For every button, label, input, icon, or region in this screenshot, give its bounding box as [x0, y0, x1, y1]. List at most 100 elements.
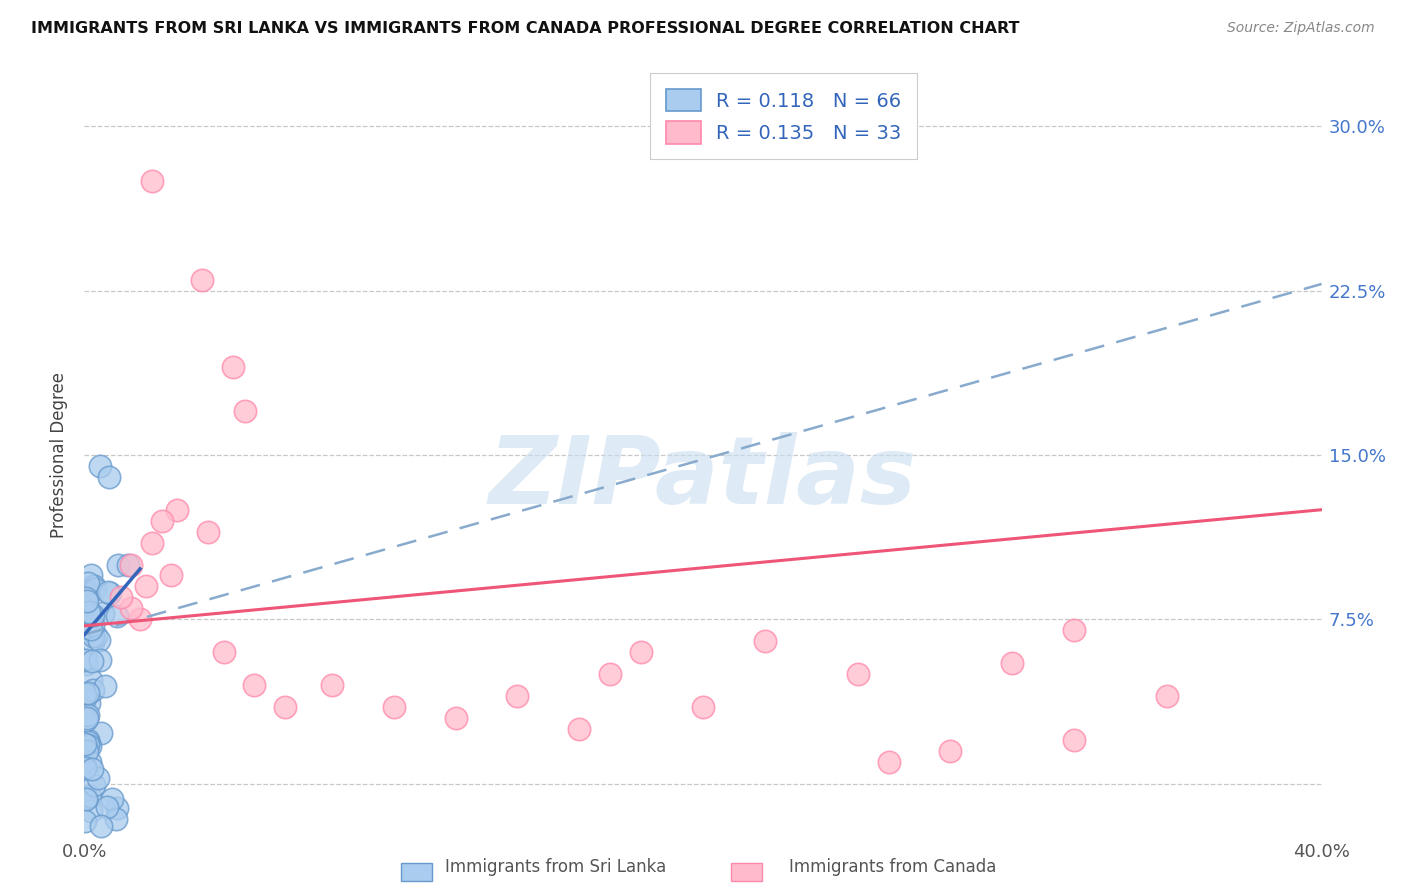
Point — [82, 608, 104, 623]
Point — [110, 591, 132, 605]
Point — [76, 583, 98, 598]
Point — [877, 755, 900, 769]
Point — [77, 686, 100, 700]
Text: Source: ZipAtlas.com: Source: ZipAtlas.com — [1227, 21, 1375, 36]
Point — [568, 722, 591, 736]
Point — [80, 673, 103, 687]
Point — [77, 708, 100, 723]
Point — [76, 711, 98, 725]
Point — [197, 524, 219, 539]
Point — [91, 606, 114, 620]
Y-axis label: Professional Degree: Professional Degree — [51, 372, 69, 538]
Point — [100, 586, 122, 600]
Point — [84, 629, 107, 643]
Point — [79, 789, 101, 803]
Point — [77, 696, 100, 710]
FancyBboxPatch shape — [731, 863, 762, 881]
Point — [76, 733, 98, 747]
Point — [98, 470, 121, 484]
Point — [76, 738, 98, 752]
Point — [150, 514, 173, 528]
Point — [76, 594, 98, 608]
Point — [104, 812, 127, 826]
Point — [382, 700, 405, 714]
Point — [321, 678, 343, 692]
Point — [212, 645, 235, 659]
Point — [141, 174, 163, 188]
Point — [75, 737, 97, 751]
Point — [76, 576, 98, 591]
Point — [80, 654, 103, 668]
Point — [135, 579, 157, 593]
Point — [1001, 656, 1024, 670]
Point — [75, 657, 97, 671]
Point — [75, 713, 97, 727]
Point — [599, 667, 621, 681]
Point — [141, 535, 163, 549]
Point — [105, 801, 128, 815]
Text: Immigrants from Canada: Immigrants from Canada — [747, 858, 997, 876]
Point — [233, 404, 256, 418]
Point — [79, 755, 101, 769]
Point — [444, 711, 467, 725]
Point — [73, 690, 96, 705]
Text: Immigrants from Sri Lanka: Immigrants from Sri Lanka — [402, 858, 666, 876]
Point — [79, 568, 101, 582]
Point — [1156, 689, 1178, 703]
Point — [75, 593, 97, 607]
Point — [73, 617, 96, 632]
Point — [846, 667, 869, 681]
Point — [120, 601, 142, 615]
Point — [73, 760, 96, 774]
Point — [222, 360, 245, 375]
Point — [75, 591, 97, 606]
Point — [939, 744, 962, 758]
Point — [101, 792, 124, 806]
Point — [76, 790, 98, 805]
Point — [117, 558, 139, 572]
Point — [129, 612, 152, 626]
Point — [692, 700, 714, 714]
Point — [82, 629, 104, 643]
Point — [76, 744, 98, 758]
Point — [83, 778, 105, 792]
Point — [82, 617, 104, 632]
Point — [87, 772, 110, 786]
Point — [105, 609, 128, 624]
Point — [80, 762, 103, 776]
Point — [75, 653, 97, 667]
Point — [80, 622, 103, 636]
Point — [75, 708, 97, 723]
Point — [87, 632, 110, 647]
Point — [75, 791, 97, 805]
Point — [191, 272, 214, 286]
Legend: R = 0.118   N = 66, R = 0.135   N = 33: R = 0.118 N = 66, R = 0.135 N = 33 — [650, 73, 917, 159]
Point — [75, 620, 97, 634]
Text: ZIPatlas: ZIPatlas — [489, 432, 917, 524]
Point — [96, 800, 118, 814]
Point — [160, 568, 183, 582]
Point — [83, 579, 105, 593]
Point — [94, 679, 117, 693]
Point — [166, 502, 188, 516]
Point — [97, 584, 120, 599]
Point — [90, 819, 112, 833]
Point — [77, 606, 100, 620]
Point — [754, 634, 776, 648]
Point — [80, 804, 103, 818]
Point — [82, 683, 104, 698]
Point — [89, 458, 111, 473]
Point — [1063, 732, 1085, 747]
Point — [506, 689, 529, 703]
Point — [73, 761, 96, 775]
Point — [76, 587, 98, 601]
Point — [76, 735, 98, 749]
Point — [84, 582, 107, 596]
Point — [107, 558, 129, 572]
Point — [120, 558, 142, 572]
Point — [73, 814, 96, 828]
Point — [1063, 624, 1085, 638]
Text: IMMIGRANTS FROM SRI LANKA VS IMMIGRANTS FROM CANADA PROFESSIONAL DEGREE CORRELAT: IMMIGRANTS FROM SRI LANKA VS IMMIGRANTS … — [31, 21, 1019, 37]
Point — [274, 700, 297, 714]
Point — [90, 726, 112, 740]
